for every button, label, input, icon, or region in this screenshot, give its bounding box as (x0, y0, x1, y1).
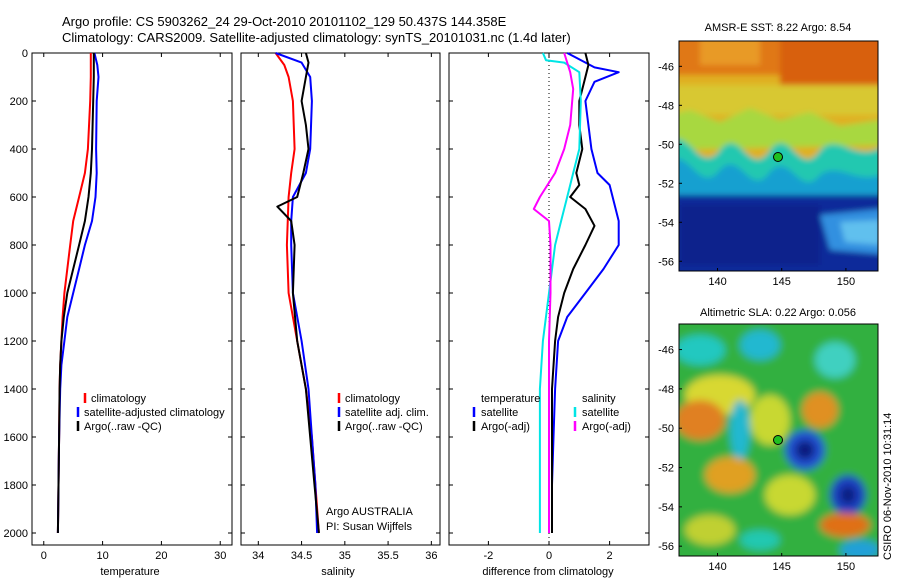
map-y-tick-label: -50 (658, 139, 674, 151)
y-tick-label: 1800 (4, 480, 28, 492)
x-tick-label: 35.5 (377, 550, 398, 562)
x-tick-label: 20 (155, 550, 167, 562)
x-tick-label: 36 (425, 550, 437, 562)
legend-label-temp-argo: Argo(-adj) (481, 421, 530, 433)
sla-map-title: Altimetric SLA: 0.22 Argo: 0.056 (700, 307, 856, 319)
map-x-tick-label: 145 (773, 276, 791, 288)
y-tick-label: 2000 (4, 528, 28, 540)
map-y-tick-label: -52 (658, 463, 674, 475)
map-x-tick-label: 145 (773, 561, 791, 573)
map-y-tick-label: -46 (658, 61, 674, 73)
timestamp-stamp: CSIRO 06-Nov-2010 10:31:14 (882, 413, 894, 560)
y-tick-label: 1600 (4, 432, 28, 444)
legend-label-satellite: satellite adj. clim. (345, 407, 429, 419)
y-tick-label: 1200 (4, 336, 28, 348)
series-line-salinity-satellite (538, 52, 582, 533)
sla-map (679, 324, 878, 556)
sst-map-ticks: 140 145 150 -46 -48 -50 -52 -54 -56 (658, 61, 855, 288)
map-y-tick-label: -56 (658, 256, 674, 268)
sst-map-title: AMSR-E SST: 8.22 Argo: 8.54 (705, 22, 852, 34)
salinity-xlabel: salinity (321, 566, 355, 578)
difference-xlabel: difference from climatology (482, 566, 614, 578)
x-tick-label: 35 (339, 550, 351, 562)
x-tick-label: 2 (607, 550, 613, 562)
series-line-argo-raw-qc (56, 53, 95, 534)
map-x-tick-label: 150 (837, 561, 855, 573)
map-y-tick-label: -54 (658, 217, 674, 229)
x-tick-label: 30 (214, 550, 226, 562)
legend-label-climatology: climatology (345, 393, 401, 405)
map-y-tick-label: -50 (658, 423, 674, 435)
difference-legend: temperature satellite Argo(-adj) salinit… (472, 393, 631, 433)
y-tick-label: 0 (22, 48, 28, 60)
y-tick-label: 1000 (4, 288, 28, 300)
map-y-tick-label: -56 (658, 541, 674, 553)
x-tick-label: 34 (252, 550, 264, 562)
legend-label-climatology: climatology (91, 393, 147, 405)
x-tick-label: 34.5 (291, 550, 312, 562)
series-line-temperature-satellite (551, 52, 620, 533)
x-tick-label: 10 (96, 550, 108, 562)
y-tick-label: 400 (10, 144, 28, 156)
series-line-temperature-argo-adj (551, 52, 596, 533)
annotation-line2: PI: Susan Wijffels (326, 521, 412, 533)
temperature-panel: 0 10 20 30 0 200 400 600 800 1000 1200 1400 1600 1800… (4, 48, 232, 562)
figure-title-line2: Climatology: CARS2009. Satellite-adjuste… (62, 30, 571, 45)
salinity-panel-frame (240, 52, 441, 546)
x-tick-label: 0 (546, 550, 552, 562)
legend-label-argo: Argo(..raw -QC) (345, 421, 423, 433)
y-tick-label: 800 (10, 240, 28, 252)
temperature-xlabel: temperature (100, 566, 159, 578)
y-tick-label: 600 (10, 192, 28, 204)
legend-label-argo: Argo(..raw -QC) (84, 421, 162, 433)
series-line-argo-raw-qc (276, 52, 320, 534)
map-y-tick-label: -48 (658, 100, 674, 112)
map-y-tick-label: -48 (658, 384, 674, 396)
series-line-salinity-argo-adj (532, 52, 575, 533)
legend-label-temp-satellite: satellite (481, 407, 518, 419)
sla-map-frame (678, 323, 879, 557)
annotation-line1: Argo AUSTRALIA (326, 506, 413, 518)
legend-label-sal-argo: Argo(-adj) (582, 421, 631, 433)
y-tick-label: 1400 (4, 384, 28, 396)
x-tick-label: -2 (484, 550, 494, 562)
sla-map-ticks: 140 145 150 -46 -48 -50 -52 -54 -56 (658, 345, 855, 573)
argo-location-marker (773, 435, 783, 445)
map-y-tick-label: -52 (658, 178, 674, 190)
map-y-tick-label: -54 (658, 502, 674, 514)
x-tick-label: 0 (41, 550, 47, 562)
salinity-legend: climatology satellite adj. clim. Argo(..… (337, 393, 429, 433)
salinity-panel: 34 34.5 35 35.5 36 (241, 52, 440, 562)
argo-location-marker (773, 152, 783, 162)
legend-label-satellite: satellite-adjusted climatology (84, 407, 225, 419)
difference-panel: -2 0 2 (449, 52, 649, 562)
temperature-legend: climatology satellite-adjusted climatolo… (76, 393, 225, 433)
legend-label-sal-satellite: satellite (582, 407, 619, 419)
figure-title-line1: Argo profile: CS 5903262_24 29-Oct-2010 … (62, 14, 507, 29)
y-tick-label: 200 (10, 96, 28, 108)
temperature-panel-frame (31, 52, 233, 546)
map-x-tick-label: 150 (837, 276, 855, 288)
map-x-tick-label: 140 (708, 561, 726, 573)
map-y-tick-label: -46 (658, 345, 674, 357)
legend-header-temperature: temperature (481, 393, 540, 405)
legend-header-salinity: salinity (582, 393, 616, 405)
sst-map-frame (678, 40, 879, 272)
map-x-tick-label: 140 (708, 276, 726, 288)
sst-map (679, 41, 878, 271)
